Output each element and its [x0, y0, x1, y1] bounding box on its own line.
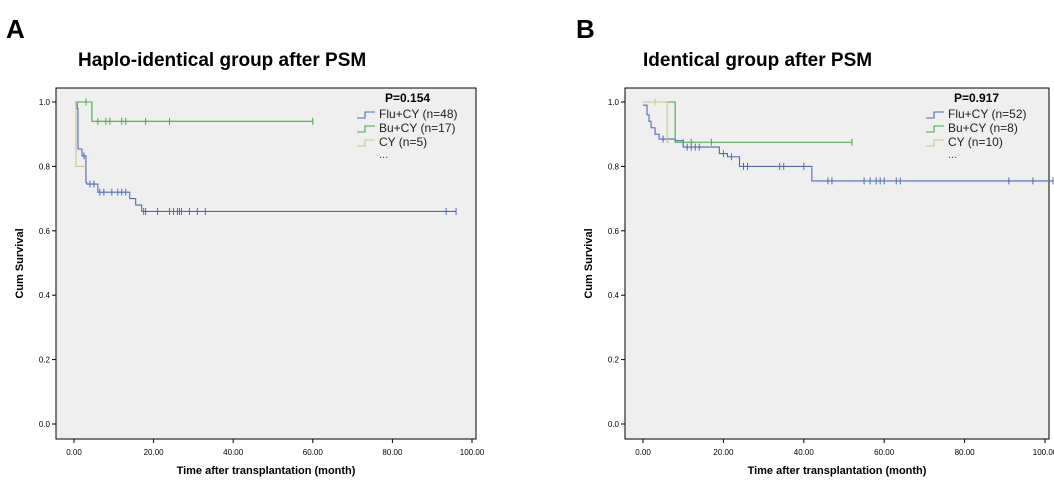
y-tick-label: 0.2: [608, 356, 620, 365]
y-tick-label: 1.0: [39, 98, 51, 107]
legend-label: Bu+CY (n=8): [948, 121, 1018, 135]
y-tick-label: 0.0: [39, 420, 51, 429]
panel-letter: A: [6, 14, 25, 44]
x-tick-label: 20.00: [144, 448, 165, 457]
x-tick-label: 60.00: [303, 448, 324, 457]
km-panel-b: B Identical group after PSM 0.0 0.2 0.4 0.6 0.…: [576, 14, 1054, 477]
x-tick-label: 20.00: [713, 448, 734, 457]
legend-label: Flu+CY (n=52): [948, 107, 1027, 121]
x-tick-label: 60.00: [874, 448, 895, 457]
panel-title: Identical group after PSM: [643, 50, 872, 71]
x-tick-label: 80.00: [382, 448, 403, 457]
x-tick-label: 80.00: [955, 448, 976, 457]
p-value: P=0.154: [385, 91, 430, 105]
y-tick-label: 1.0: [608, 98, 620, 107]
x-tick-label: 100.00: [460, 448, 485, 457]
x-tick-label: 40.00: [794, 448, 815, 457]
y-axis-title: Cum Survival: [14, 228, 26, 298]
y-tick-label: 0.4: [608, 291, 620, 300]
y-axis-title: Cum Survival: [583, 228, 595, 298]
x-axis-title: Time after transplantation (month): [748, 465, 927, 477]
y-tick-label: 0.8: [39, 162, 51, 171]
x-axis-title: Time after transplantation (month): [177, 465, 356, 477]
y-tick-label: 0.8: [608, 162, 620, 171]
panel-letter: B: [576, 14, 595, 44]
y-tick-label: 0.6: [39, 227, 51, 236]
y-tick-label: 0.0: [608, 420, 620, 429]
p-value: P=0.917: [954, 91, 999, 105]
y-tick-label: 0.6: [608, 227, 620, 236]
x-tick-label: 100.00: [1033, 448, 1054, 457]
y-tick-label: 0.4: [39, 291, 51, 300]
legend-more: ...: [379, 149, 388, 161]
x-tick-label: 40.00: [223, 448, 244, 457]
legend-label: Bu+CY (n=17): [379, 121, 456, 135]
legend-label: CY (n=5): [379, 135, 427, 149]
km-panel-a: A Haplo-identical group after PSM 0.0 0.2 0.…: [6, 14, 485, 477]
panel-title: Haplo-identical group after PSM: [78, 50, 366, 71]
legend-label: Flu+CY (n=48): [379, 107, 458, 121]
legend-label: CY (n=10): [948, 135, 1003, 149]
y-tick-label: 0.2: [39, 356, 51, 365]
x-tick-label: 0.00: [635, 448, 651, 457]
legend-more: ...: [948, 149, 957, 161]
x-tick-label: 0.00: [66, 448, 82, 457]
